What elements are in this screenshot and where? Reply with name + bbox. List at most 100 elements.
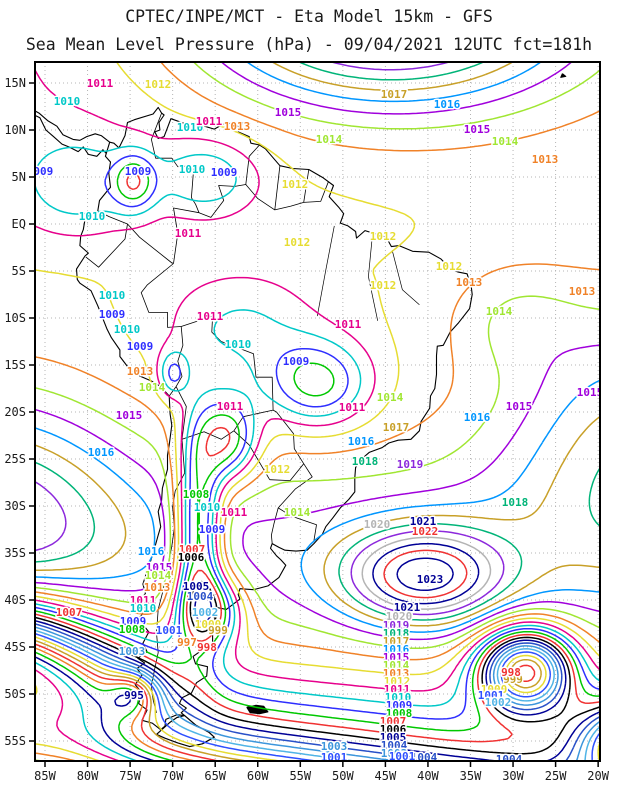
contour-label-1003: 1003 [381, 747, 408, 760]
contour-label-1011: 1011 [221, 506, 248, 519]
isobar-1003 [35, 626, 600, 761]
contour-label-999: 999 [503, 673, 523, 686]
border-paraguay-brazil [276, 411, 305, 464]
contour-label-1015: 1015 [506, 400, 533, 413]
contour-label-997: 997 [177, 636, 197, 649]
contour-label-1011: 1011 [197, 310, 224, 323]
lat-tick-label-40S: 40S [4, 593, 26, 607]
contour-label-1009: 1009 [386, 699, 413, 712]
contour-label-1012: 1012 [145, 78, 172, 91]
isobar-999 [35, 639, 542, 761]
contour-label-1002: 1002 [192, 606, 219, 619]
contour-label-1017: 1017 [381, 88, 408, 101]
grid-layer [35, 62, 600, 761]
contour-label-1009: 1009 [199, 523, 226, 536]
border-uruguay-argentina [271, 507, 279, 544]
geography-layer [35, 73, 567, 748]
contour-label-1013: 1013 [456, 276, 483, 289]
contour-label-1007: 1007 [380, 715, 407, 728]
lon-tick-label-40W: 40W [417, 769, 439, 783]
contour-label-1011: 1011 [175, 227, 202, 240]
central-america-caribbean-coast [35, 110, 111, 143]
map-subtitle: Sea Mean Level Pressure (hPa) - 09/04/20… [26, 35, 592, 54]
contour-label-1009: 1009 [120, 615, 147, 628]
contour-label-1010: 1010 [54, 95, 81, 108]
border-suriname-east [303, 169, 310, 203]
contour-label-1010: 1010 [99, 289, 126, 302]
lat-tick-label-15S: 15S [4, 358, 26, 372]
contour-label-1015: 1015 [464, 123, 491, 136]
contour-label-1004: 1004 [496, 753, 523, 766]
lat-tick-label-45S: 45S [4, 640, 26, 654]
contour-label-1021: 1021 [394, 601, 421, 614]
lon-tick-label-70W: 70W [162, 769, 184, 783]
contour-label-1018: 1018 [383, 627, 410, 640]
contour-label-1010: 1010 [177, 121, 204, 134]
contour-label-1011: 1011 [130, 594, 157, 607]
contour-label-1015: 1015 [383, 651, 410, 664]
cape-verde-islets [560, 73, 567, 78]
isobar-994 [35, 661, 140, 761]
lat-tick-label-15N: 15N [4, 76, 26, 90]
contour-label-1003: 1003 [321, 740, 348, 753]
lat-tick-label-35S: 35S [4, 546, 26, 560]
contour-label-1013: 1013 [127, 365, 154, 378]
contour-label-998: 998 [197, 641, 217, 654]
contour-label-1009: 1009 [283, 355, 310, 368]
contour-label-1017: 1017 [383, 421, 410, 434]
contour-label-1008: 1008 [386, 707, 413, 720]
lon-tick-label-45W: 45W [375, 769, 397, 783]
chiloe-island [135, 616, 144, 632]
contour-label-1013: 1013 [144, 581, 171, 594]
contour-label-1007: 1007 [179, 543, 206, 556]
contour-label-1011: 1011 [335, 318, 362, 331]
lon-tick-label-80W: 80W [77, 769, 99, 783]
contour-label-1004: 1004 [381, 739, 408, 752]
lon-tick-label-60W: 60W [247, 769, 269, 783]
border-peru-bolivia [175, 326, 184, 387]
contour-label-1011: 1011 [384, 683, 411, 696]
contour-label-1010: 1010 [79, 210, 106, 223]
isobar-1007 [35, 173, 600, 743]
contour-label-1005: 1005 [380, 731, 407, 744]
contour-label-1019: 1019 [397, 458, 424, 471]
isobar-1016 [35, 62, 600, 633]
map-title: CPTEC/INPE/MCT - Eta Model 15km - GFS [125, 7, 493, 26]
contour-label-1011: 1011 [196, 115, 223, 128]
contour-label-1011: 1011 [339, 401, 366, 414]
border-chile-argentina [151, 439, 185, 713]
lon-tick-label-65W: 65W [204, 769, 226, 783]
contour-label-1005: 1005 [183, 580, 210, 593]
isobar-1020 [361, 536, 492, 610]
border-brazil-argentina [277, 463, 313, 509]
isobar-1013 [35, 62, 600, 661]
contour-label-1014: 1014 [316, 133, 343, 146]
contour-label-1009: 1009 [27, 165, 54, 178]
contour-label-1014: 1014 [377, 391, 404, 404]
contour-label-1000: 1000 [481, 683, 508, 696]
isobar-991 [35, 752, 80, 761]
contour-label-1004: 1004 [187, 590, 214, 603]
contour-label-1011: 1011 [217, 400, 244, 413]
contour-label-1010: 1010 [130, 602, 157, 615]
isobar-1002 [35, 629, 600, 761]
lat-tick-label-30S: 30S [4, 499, 26, 513]
isobar-1021 [372, 542, 480, 605]
contour-label-1001: 1001 [389, 750, 416, 763]
isobar-1011 [35, 68, 600, 692]
contour-label-1017: 1017 [383, 635, 410, 648]
contour-label-1003: 1003 [119, 645, 146, 658]
contour-label-1016: 1016 [138, 545, 165, 558]
contour-label-1002: 1002 [485, 696, 512, 709]
border-chile-peru [168, 386, 177, 397]
contour-label-995: 995 [124, 689, 144, 702]
border-guyana-venezuela [245, 144, 260, 185]
contour-label-1022: 1022 [412, 525, 439, 538]
contour-label-1011: 1011 [87, 77, 114, 90]
lon-tick-label-25W: 25W [545, 769, 567, 783]
contour-label-1019: 1019 [383, 619, 410, 632]
contour-label-1014: 1014 [383, 659, 410, 672]
contour-label-1008: 1008 [119, 623, 146, 636]
contour-label-1021: 1021 [410, 515, 437, 528]
lon-tick-label-85W: 85W [34, 769, 56, 783]
